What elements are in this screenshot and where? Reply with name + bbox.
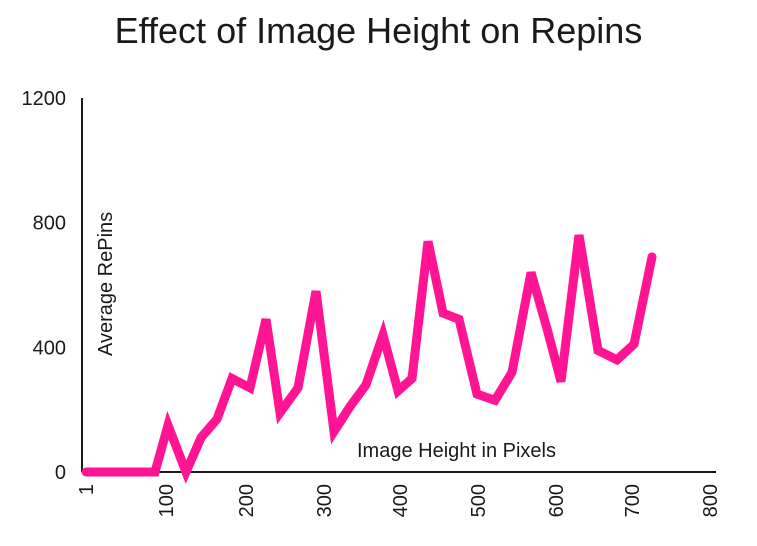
data-point [230,377,234,381]
y-tick-labels: 0 400 800 1200 [22,88,67,484]
x-axis-label: Image Height in Pixels [357,440,556,462]
x-tick-label: 400 [390,484,412,517]
x-tick-label: 800 [700,484,722,517]
data-point [184,470,188,474]
data-point [278,411,282,415]
x-tick-label: 200 [236,484,258,517]
data-point [615,358,619,362]
y-tick-label: 400 [33,337,66,359]
data-point [381,333,385,337]
y-axis-label: Average RePins [95,212,117,356]
data-point [559,380,563,384]
data-point [396,389,400,393]
data-point [135,470,139,474]
data-point [364,383,368,387]
x-tick-labels: 1 100 200 300 400 500 600 700 800 [76,484,722,517]
data-point [199,436,203,440]
data-point [493,398,497,402]
data-point [153,470,157,474]
data-point [410,377,414,381]
x-tick-label: 600 [546,484,568,517]
data-point [529,271,533,275]
data-point [248,386,252,390]
data-point [475,392,479,396]
data-point [650,255,654,259]
data-point [332,429,336,433]
x-tick-label: 300 [314,484,336,517]
data-point [215,417,219,421]
axes [81,98,716,473]
data-point [110,470,114,474]
data-point [632,342,636,346]
data-point [166,423,170,427]
data-point [577,233,581,237]
x-tick-label: 1 [76,484,98,495]
x-tick-label: 500 [468,484,490,517]
series-line [81,234,657,484]
series-layer [81,233,657,484]
x-tick-label: 100 [156,484,178,517]
data-point [545,327,549,331]
data-point [348,405,352,409]
data-point [596,348,600,352]
y-tick-label: 800 [33,213,66,235]
data-point [441,311,445,315]
data-point [457,317,461,321]
data-point [84,470,88,474]
data-point [510,370,514,374]
data-point [264,317,268,321]
data-point [296,386,300,390]
data-point [426,239,430,243]
y-tick-label: 0 [55,462,66,484]
chart-title: Effect of Image Height on Repins [114,10,643,51]
y-tick-label: 1200 [22,88,67,110]
x-tick-label: 700 [622,484,644,517]
data-point [314,289,318,293]
